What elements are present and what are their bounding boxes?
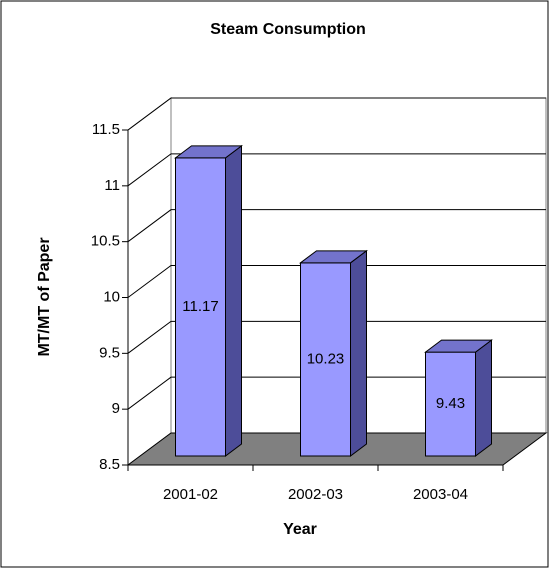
y-tick-label: 11 xyxy=(104,177,120,194)
bar xyxy=(299,249,368,457)
grid-line xyxy=(127,320,546,354)
y-tick-label: 10.5 xyxy=(91,233,120,250)
y-tick-label: 9.5 xyxy=(99,344,120,361)
bar xyxy=(174,144,243,457)
data-label: 11.17 xyxy=(182,298,218,315)
data-label: 9.43 xyxy=(436,395,465,412)
y-tick-label: 8.5 xyxy=(99,456,120,473)
bar-top xyxy=(424,339,493,353)
bar-top xyxy=(174,145,243,159)
bar-side xyxy=(225,144,242,457)
x-tick-label: 2002-03 xyxy=(288,486,343,503)
data-label: 10.23 xyxy=(307,350,345,367)
chart-title: Steam Consumption xyxy=(210,21,366,38)
grid-line xyxy=(127,153,546,187)
grid-line xyxy=(127,209,546,243)
grid-line xyxy=(127,376,546,410)
bar-side xyxy=(475,339,492,457)
x-tick-label: 2001-02 xyxy=(163,486,218,503)
x-tick-label: 2003-04 xyxy=(413,486,468,503)
y-tick-label: 10 xyxy=(103,288,120,305)
y-tick-label: 9 xyxy=(112,400,120,417)
bar xyxy=(424,339,493,457)
x-axis-label: Year xyxy=(283,521,317,538)
bar-side xyxy=(350,249,367,457)
grid-line xyxy=(127,97,546,131)
bar-top xyxy=(299,250,368,264)
y-axis-label: MT/MT of Paper xyxy=(36,237,53,356)
grid-line xyxy=(127,265,546,298)
y-tick-label: 11.5 xyxy=(92,121,120,138)
